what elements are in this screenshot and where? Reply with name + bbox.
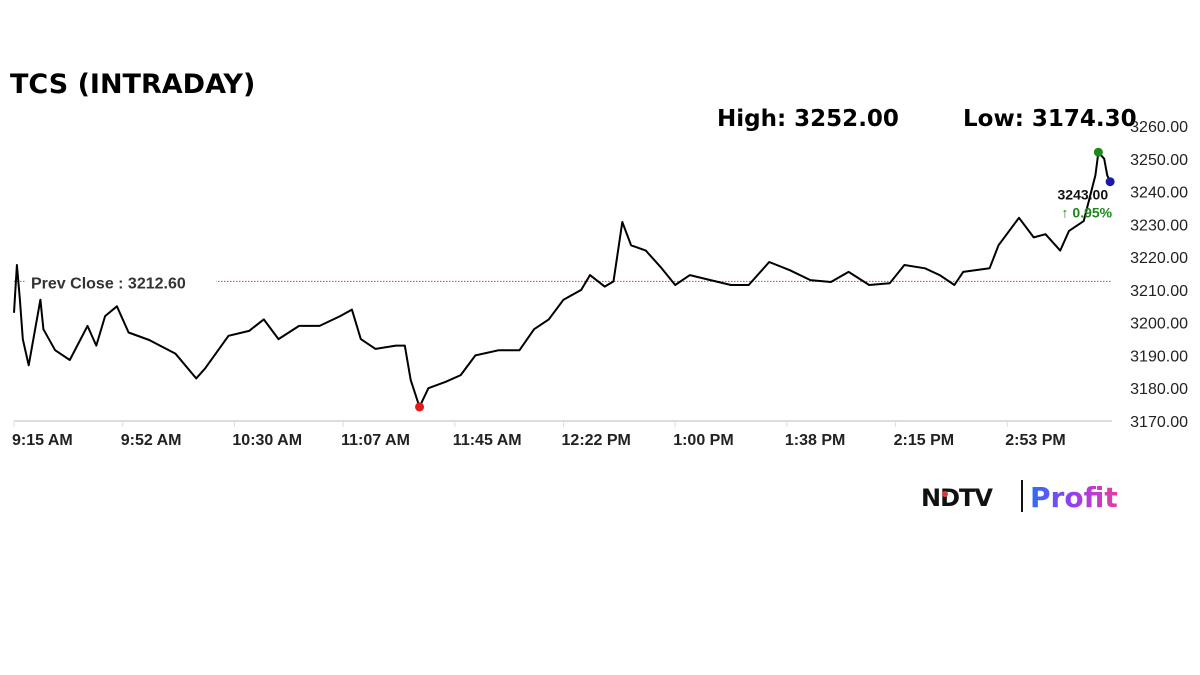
- low-label: Low: 3174.30: [963, 106, 1137, 132]
- y-tick-label: 3260.00: [1130, 119, 1188, 136]
- last-price-marker: [1105, 177, 1115, 187]
- y-tick-label: 3240.00: [1130, 185, 1188, 202]
- y-axis: 3170.00 3180.00 3190.00 3200.00 3210.00 3220.…: [1130, 119, 1188, 431]
- y-tick-label: 3190.00: [1130, 348, 1188, 365]
- x-tick-label: 11:07 AM: [341, 432, 410, 449]
- y-tick-label: 3220.00: [1130, 250, 1188, 267]
- svg-text:NDTV: NDTV: [921, 484, 993, 512]
- y-tick-label: 3250.00: [1130, 152, 1188, 169]
- y-tick-label: 3170.00: [1130, 414, 1188, 431]
- change-percent-label: ↑ 0.95%: [1062, 205, 1113, 221]
- y-tick-label: 3180.00: [1130, 381, 1188, 398]
- low-marker: [415, 402, 425, 412]
- prev-close-label-bg: [26, 271, 216, 292]
- chart-title: TCS (INTRADAY): [10, 69, 255, 100]
- y-tick-label: 3230.00: [1130, 217, 1188, 234]
- x-tick-label: 2:53 PM: [1005, 432, 1065, 449]
- high-label: High: 3252.00: [717, 106, 899, 132]
- last-price-label: 3243.00: [1058, 187, 1109, 203]
- y-tick-label: 3210.00: [1130, 283, 1188, 300]
- x-tick-label: 11:45 AM: [453, 432, 522, 449]
- x-axis: 9:15 AM 9:52 AM 10:30 AM 11:07 AM 11:45 AM 12…: [12, 420, 1112, 449]
- ndtv-profit-logo: NDTV Profit: [921, 480, 1118, 514]
- x-tick-label: 10:30 AM: [232, 432, 302, 449]
- price-line: [13, 151, 1112, 408]
- x-tick-label: 12:22 PM: [562, 432, 631, 449]
- x-tick-label: 2:15 PM: [894, 432, 954, 449]
- high-marker: [1093, 147, 1103, 157]
- y-tick-label: 3200.00: [1130, 316, 1188, 333]
- x-tick-label: 9:52 AM: [121, 432, 182, 449]
- x-tick-label: 9:15 AM: [12, 432, 73, 449]
- svg-text:Profit: Profit: [1030, 481, 1118, 514]
- x-tick-label: 1:38 PM: [785, 432, 845, 449]
- prev-close-label: Prev Close : 3212.60: [31, 275, 186, 292]
- x-tick-label: 1:00 PM: [673, 432, 733, 449]
